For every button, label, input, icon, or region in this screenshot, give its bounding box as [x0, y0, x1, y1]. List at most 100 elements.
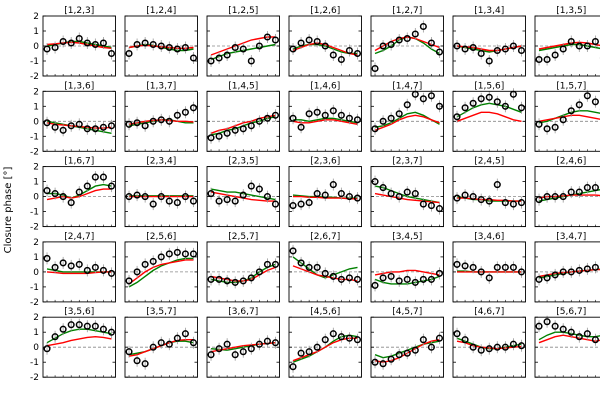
obs-point [567, 107, 575, 115]
obs-point [485, 274, 493, 282]
panel-title: [2,3,5] [228, 157, 258, 167]
obs-point [403, 275, 411, 283]
obs-point [559, 45, 567, 53]
panel-title: [1,4,6] [310, 81, 340, 91]
obs-point [501, 102, 509, 110]
obs-point [149, 200, 157, 208]
obs-point [427, 343, 435, 351]
obs-point [43, 345, 51, 353]
obs-point [485, 345, 493, 353]
panel-2-5-7: [2,5,7] [206, 232, 280, 303]
obs-point [591, 184, 599, 192]
obs-point [509, 42, 517, 50]
y-tick-label: -1 [30, 283, 39, 293]
y-tick-label: -1 [30, 57, 39, 67]
obs-point [223, 51, 231, 59]
y-tick-label: -1 [30, 358, 39, 368]
obs-point [583, 265, 591, 273]
obs-point [83, 125, 91, 133]
obs-point [207, 190, 215, 198]
obs-point [189, 250, 198, 258]
obs-point [477, 95, 485, 103]
obs-point [559, 268, 567, 276]
obs-point [379, 42, 387, 50]
y-tick-label: 1 [33, 178, 39, 188]
obs-point [173, 199, 181, 207]
obs-point [419, 22, 427, 31]
panel-title: [4,5,6] [310, 307, 340, 317]
obs-point [247, 274, 255, 282]
obs-point [297, 39, 305, 47]
y-tick-label: 0 [33, 42, 39, 52]
y-axis-label: Closure phase [°] [3, 167, 14, 254]
obs-point [419, 95, 427, 103]
panel-1-2-7: [1,2,7] [370, 6, 444, 77]
obs-point [247, 345, 255, 353]
obs-point [255, 117, 263, 125]
panel-5-6-7: [5,6,7] [534, 307, 600, 378]
panel-title: [1,3,4] [474, 6, 504, 16]
obs-point [271, 260, 280, 268]
obs-point [485, 57, 493, 65]
obs-point [583, 92, 591, 100]
obs-point [189, 197, 198, 205]
obs-point [353, 336, 362, 344]
obs-point [461, 336, 469, 344]
obs-point [255, 340, 263, 348]
obs-point [345, 193, 353, 201]
obs-point [67, 321, 75, 329]
panel-2-3-6: [2,3,6] [288, 157, 362, 228]
obs-point [493, 181, 501, 189]
obs-point [535, 275, 543, 283]
obs-point [125, 277, 133, 285]
obs-point [543, 125, 551, 133]
obs-point [477, 268, 485, 276]
panel-title: [1,2,3] [64, 6, 94, 16]
panel-title: [2,4,5] [474, 157, 504, 167]
obs-point [387, 40, 395, 49]
obs-point [583, 42, 591, 50]
panel-1-5-7: [1,5,7] [534, 81, 600, 152]
obs-point [91, 125, 99, 133]
panel-title: [1,2,4] [146, 6, 176, 16]
obs-point [215, 132, 223, 140]
obs-point [567, 188, 575, 196]
obs-point [157, 253, 165, 261]
panel-title: [1,2,7] [392, 6, 422, 16]
obs-point [297, 200, 305, 208]
obs-point [51, 123, 59, 131]
obs-point [99, 266, 107, 274]
obs-point [371, 64, 379, 73]
obs-point [207, 275, 215, 283]
panel-2-5-6: [2,5,6] [124, 232, 198, 303]
obs-point [181, 108, 189, 116]
obs-point [141, 360, 149, 368]
panel-4-6-7: [4,6,7] [452, 307, 526, 378]
obs-point [551, 51, 559, 59]
obs-point [263, 193, 271, 201]
obs-point [83, 266, 91, 274]
obs-point [67, 39, 75, 47]
obs-point [493, 343, 501, 351]
obs-point [337, 275, 345, 283]
obs-point [509, 263, 517, 271]
panel-3-4-5: [3,4,5] [370, 232, 444, 303]
y-tick-label: -2 [30, 72, 39, 82]
obs-point [255, 42, 263, 50]
panel-1-4-5: [1,4,5] [206, 81, 280, 152]
obs-point [543, 55, 551, 64]
obs-point [51, 333, 59, 341]
obs-point [403, 349, 411, 357]
obs-point [247, 122, 255, 130]
y-tick-label: 1 [33, 328, 39, 338]
obs-point [461, 45, 469, 53]
model-red-line [456, 111, 522, 122]
obs-point [387, 190, 395, 198]
obs-point [535, 196, 543, 204]
y-tick-label: 0 [33, 193, 39, 203]
obs-point [411, 278, 419, 286]
obs-point [255, 185, 263, 193]
y-tick-label: 0 [33, 343, 39, 353]
obs-point [543, 318, 551, 326]
